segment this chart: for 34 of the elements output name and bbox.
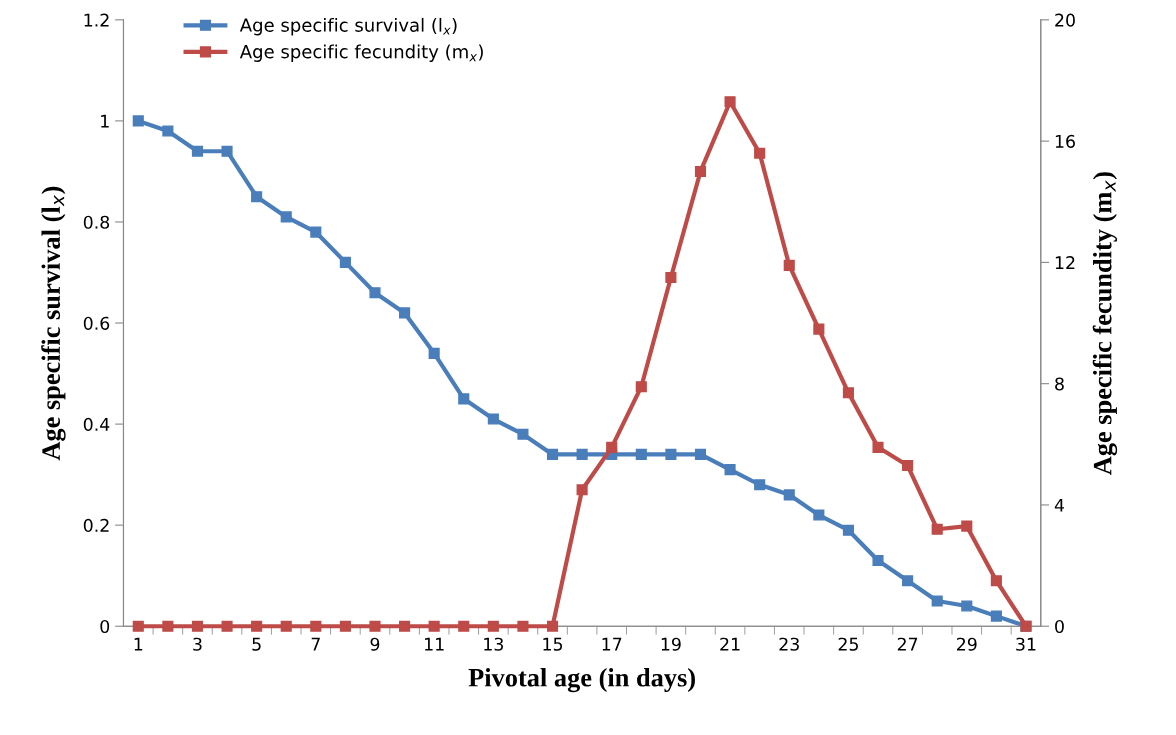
y2-axis-title: Age specific fecundity (m$_{x}$) [1092, 172, 1118, 476]
x-tick-label: 13 [484, 637, 504, 651]
legend-label: Age specific fecundity (m$_{x}$) [239, 44, 483, 62]
x-tick-label: 29 [957, 637, 977, 651]
x-axis-title: Pivotal age (in days) [468, 668, 695, 693]
y2-tick-label: 4 [1054, 498, 1065, 512]
x-tick-label: 11 [425, 637, 444, 651]
x-tick-label: 27 [897, 637, 918, 651]
y2-tick-label: 16 [1055, 134, 1075, 148]
x-tick-label: 25 [838, 637, 858, 651]
x-tick-label: 23 [779, 637, 799, 651]
y-tick-label: 0.4 [83, 417, 110, 431]
x-tick-label: 19 [661, 637, 681, 651]
x-tick-label: 3 [193, 637, 202, 651]
x-tick-label: 31 [1016, 637, 1036, 651]
y-tick-label: 0 [100, 619, 110, 634]
x-tick-label: 21 [720, 637, 740, 651]
x-tick-label: 1 [134, 637, 143, 651]
y-tick-label: 0.8 [83, 215, 110, 229]
x-tick-label: 17 [602, 637, 622, 651]
y2-tick-label: 20 [1055, 13, 1075, 27]
x-tick-label: 9 [370, 637, 380, 651]
legend-label: Age specific survival (l$_{x}$) [239, 17, 457, 36]
y2-tick-label: 12 [1055, 256, 1075, 269]
x-tick-label: 15 [543, 637, 563, 651]
y-tick-label: 1 [101, 114, 109, 128]
y-axis-title: Age specific survival (l$_{x}$) [41, 186, 66, 461]
y2-tick-label: 0 [1055, 619, 1064, 634]
y-tick-label: 0.6 [83, 316, 110, 330]
y2-tick-label: 8 [1055, 377, 1064, 391]
x-tick-label: 7 [311, 637, 320, 651]
y-tick-label: 1.2 [84, 13, 109, 27]
y-tick-label: 0.2 [83, 518, 109, 532]
x-tick-label: 5 [252, 637, 261, 651]
